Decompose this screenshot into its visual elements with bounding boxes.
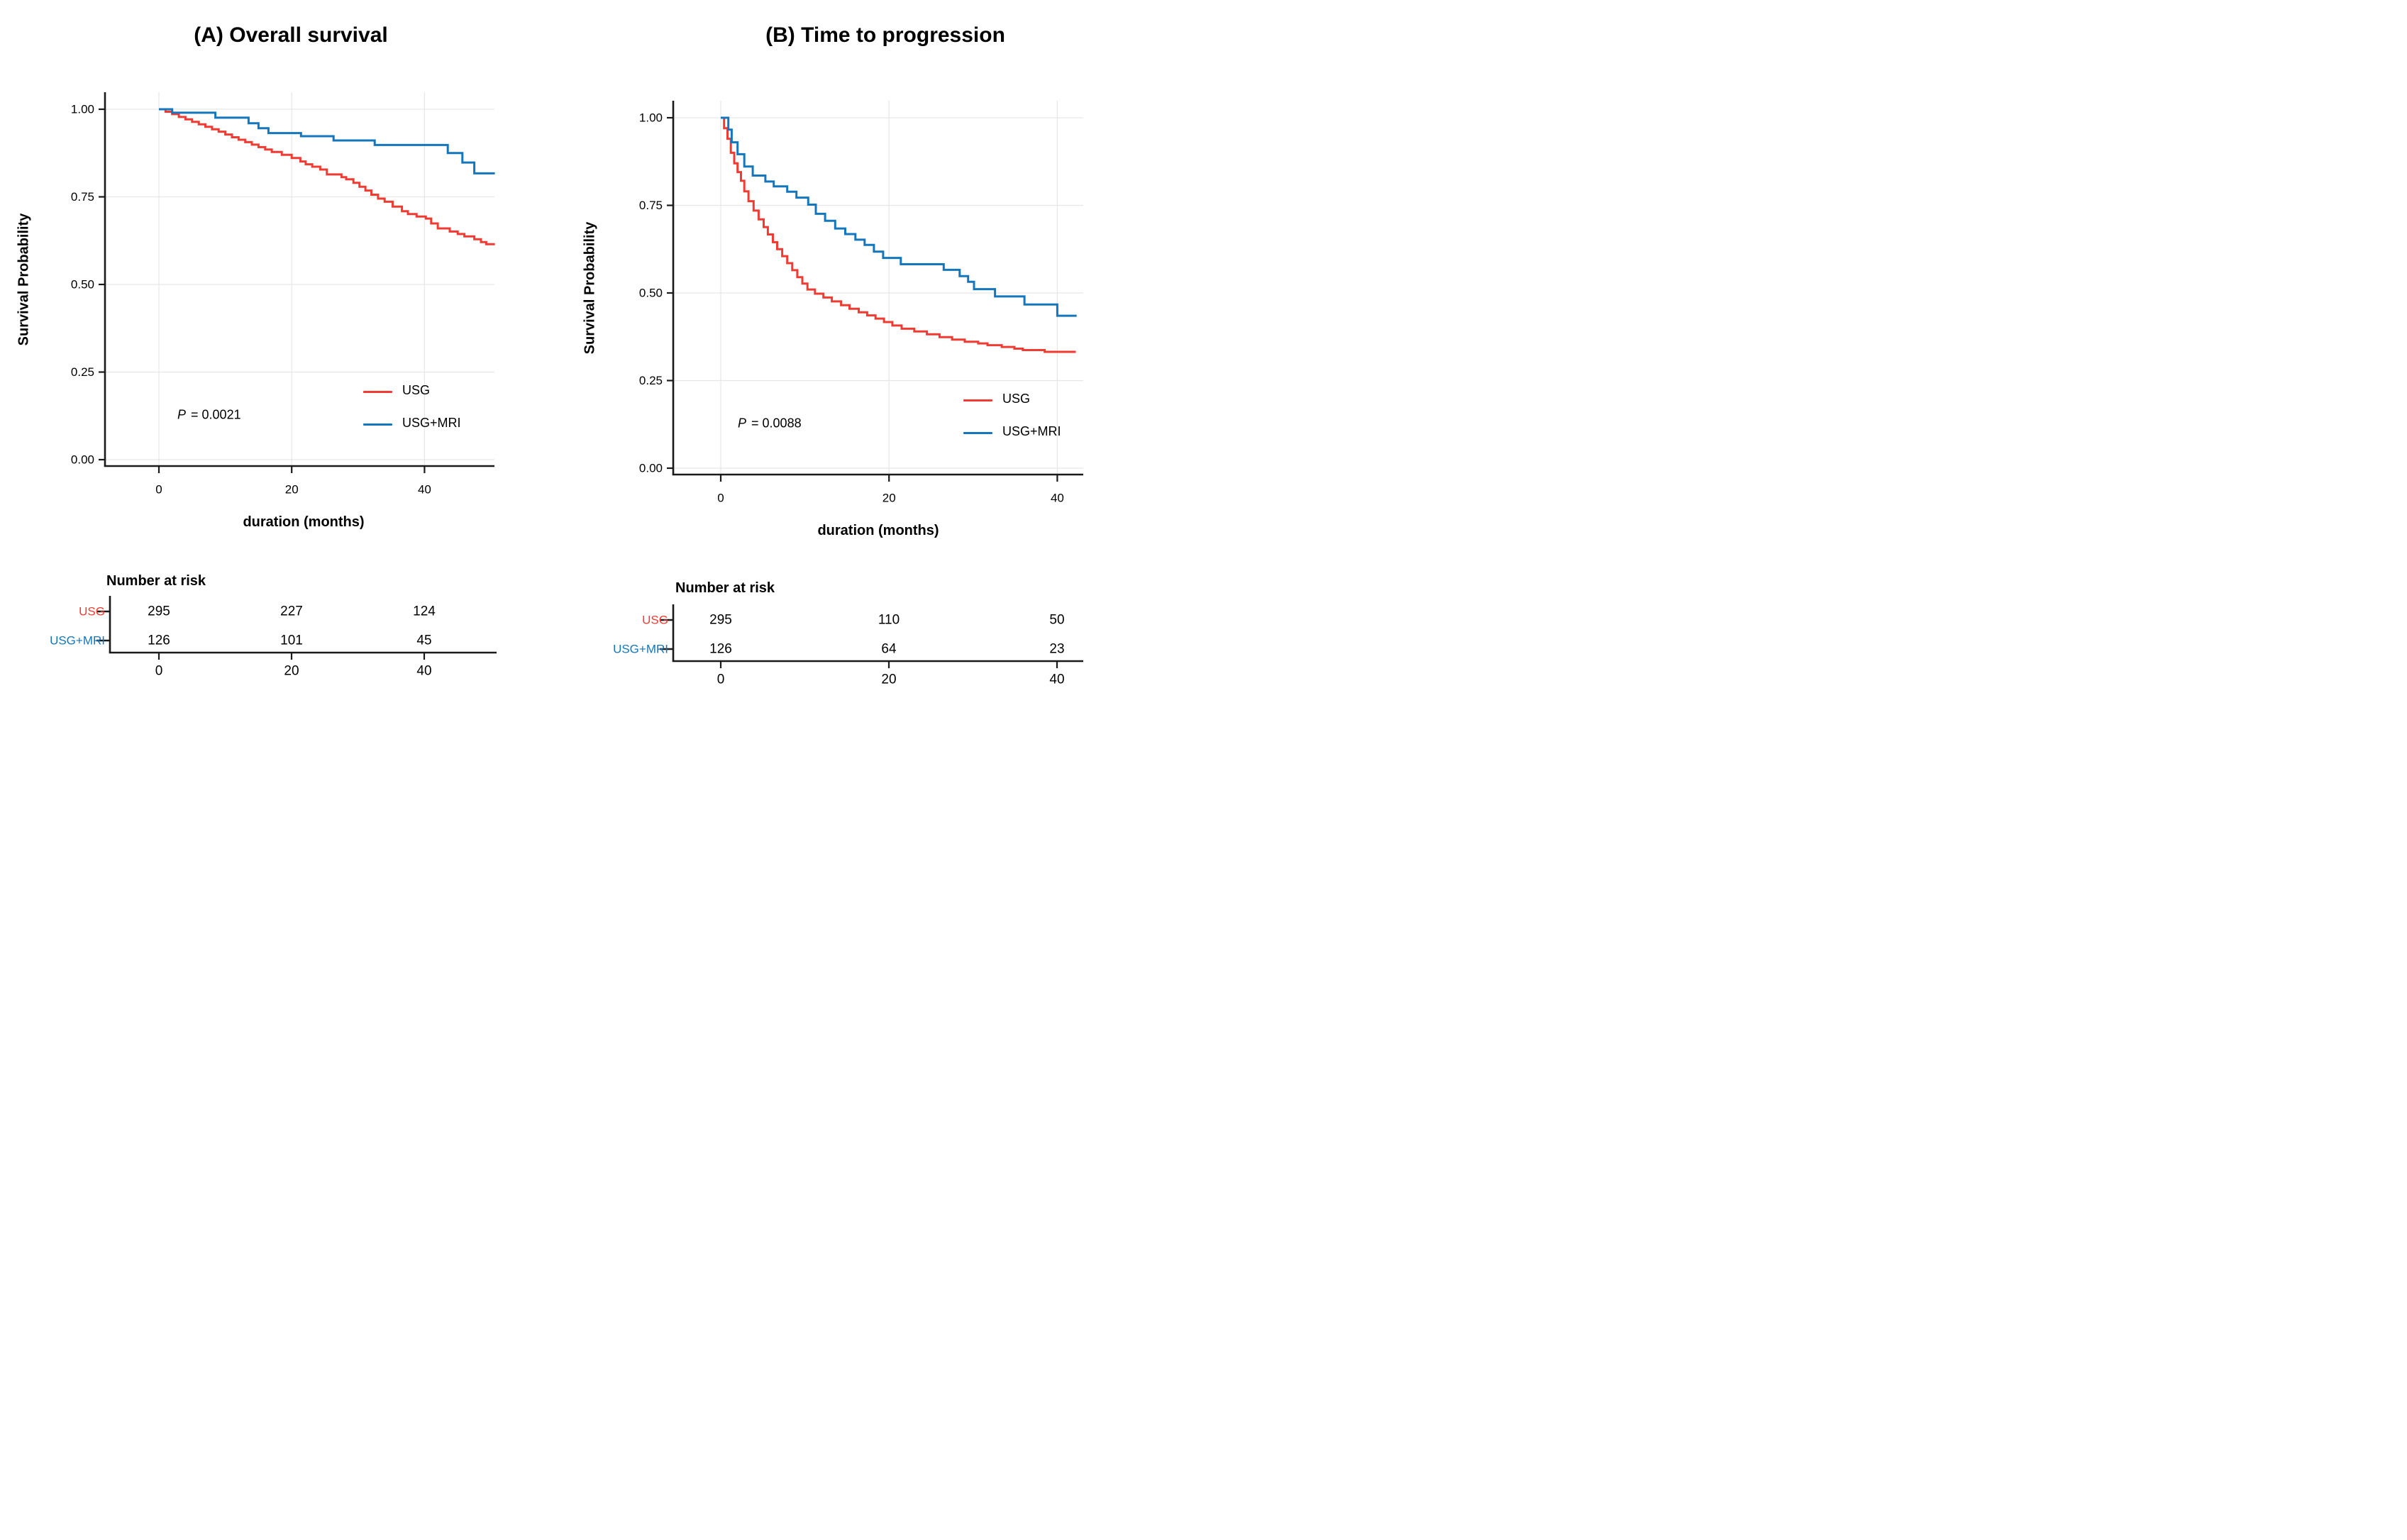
- risk-value: 295: [709, 613, 732, 628]
- risk-value: 23: [1049, 642, 1064, 657]
- risk-axis-tick-label: 0: [155, 664, 163, 679]
- risk-value: 101: [280, 633, 303, 648]
- x-tick-label: 0: [717, 492, 724, 505]
- risk-value: 124: [413, 604, 436, 619]
- x-tick-label: 20: [882, 492, 896, 505]
- km-figure: (A) Overall survival Survival Probabilit…: [0, 0, 1096, 701]
- risk-value: 45: [416, 633, 431, 648]
- risk-value: 126: [709, 642, 732, 657]
- legend-key-usg-mri-line: [363, 423, 392, 426]
- risk-value: 227: [280, 604, 303, 619]
- risk-row-label: USG: [642, 614, 668, 627]
- risk-table-title: Number at risk: [106, 573, 206, 589]
- survival-plot: 1.00 0.75 0.50 0.25 0.00 0 20 40 USG 295 110 50 USG+…: [613, 101, 1083, 687]
- risk-value: 50: [1049, 613, 1064, 628]
- y-tick-label: 0.75: [639, 199, 663, 212]
- risk-axis-tick-label: 40: [1049, 672, 1064, 687]
- x-tick-label: 40: [1051, 492, 1064, 505]
- p-value: P = 0.0021: [177, 408, 241, 423]
- y-tick-label: 1.00: [639, 111, 663, 125]
- risk-row-label: USG+MRI: [50, 634, 105, 648]
- risk-axis-tick-label: 0: [717, 672, 725, 687]
- panel-time-to-progression: (B) Time to progression Survival Probabi…: [548, 0, 1096, 701]
- p-value: P = 0.0088: [738, 416, 802, 431]
- km-curve-usg-mri: [721, 116, 1077, 317]
- x-tick-label: 20: [285, 483, 299, 497]
- km-curve-usg: [159, 108, 495, 245]
- survival-plot: 1.00 0.75 0.50 0.25 0.00 0 20 40 USG 295 227 124 USG…: [50, 92, 497, 679]
- risk-table-title: Number at risk: [675, 580, 775, 596]
- km-curve-usg-mri: [159, 108, 495, 175]
- legend-label-usg: USG: [402, 383, 431, 397]
- legend-key-usg-line: [963, 399, 992, 401]
- y-tick-label: 1.00: [71, 103, 94, 116]
- legend-label-usg-mri: USG+MRI: [1002, 424, 1061, 438]
- y-tick-label: 0.00: [71, 453, 94, 467]
- x-tick-label: 0: [155, 483, 162, 497]
- km-curve-usg: [721, 116, 1076, 353]
- y-tick-label: 0.25: [71, 365, 94, 379]
- risk-axis-tick-label: 40: [416, 664, 431, 679]
- panel-title: (A) Overall survival: [194, 23, 388, 47]
- y-tick-label: 0.50: [71, 278, 94, 292]
- x-tick-label: 40: [418, 483, 431, 497]
- legend-label-usg: USG: [1002, 392, 1031, 406]
- legend-label-usg-mri: USG+MRI: [402, 416, 461, 430]
- y-tick-label: 0.50: [639, 287, 663, 300]
- risk-value: 110: [878, 613, 900, 628]
- panel-title: (B) Time to progression: [765, 23, 1005, 47]
- p-value-symbol: P: [177, 407, 187, 422]
- risk-value: 295: [148, 604, 170, 619]
- risk-axis-tick-label: 20: [284, 664, 299, 679]
- risk-axis-tick-label: 20: [881, 672, 896, 687]
- y-tick-label: 0.25: [639, 374, 663, 387]
- y-tick-label: 0.00: [639, 462, 663, 475]
- risk-value: 64: [881, 642, 897, 657]
- legend-key-usg-mri-line: [963, 432, 992, 434]
- p-value-symbol: P: [738, 416, 747, 431]
- risk-row-label: USG: [79, 605, 105, 619]
- risk-row-label: USG+MRI: [613, 643, 668, 656]
- y-tick-label: 0.75: [71, 190, 94, 204]
- risk-value: 126: [148, 633, 170, 648]
- p-value-number: = 0.0021: [187, 407, 241, 422]
- panel-overall-survival: (A) Overall survival Survival Probabilit…: [0, 0, 548, 701]
- x-axis-label: duration (months): [817, 523, 939, 538]
- x-axis-label: duration (months): [243, 514, 365, 530]
- legend-key-usg-line: [363, 391, 392, 393]
- p-value-number: = 0.0088: [748, 416, 802, 431]
